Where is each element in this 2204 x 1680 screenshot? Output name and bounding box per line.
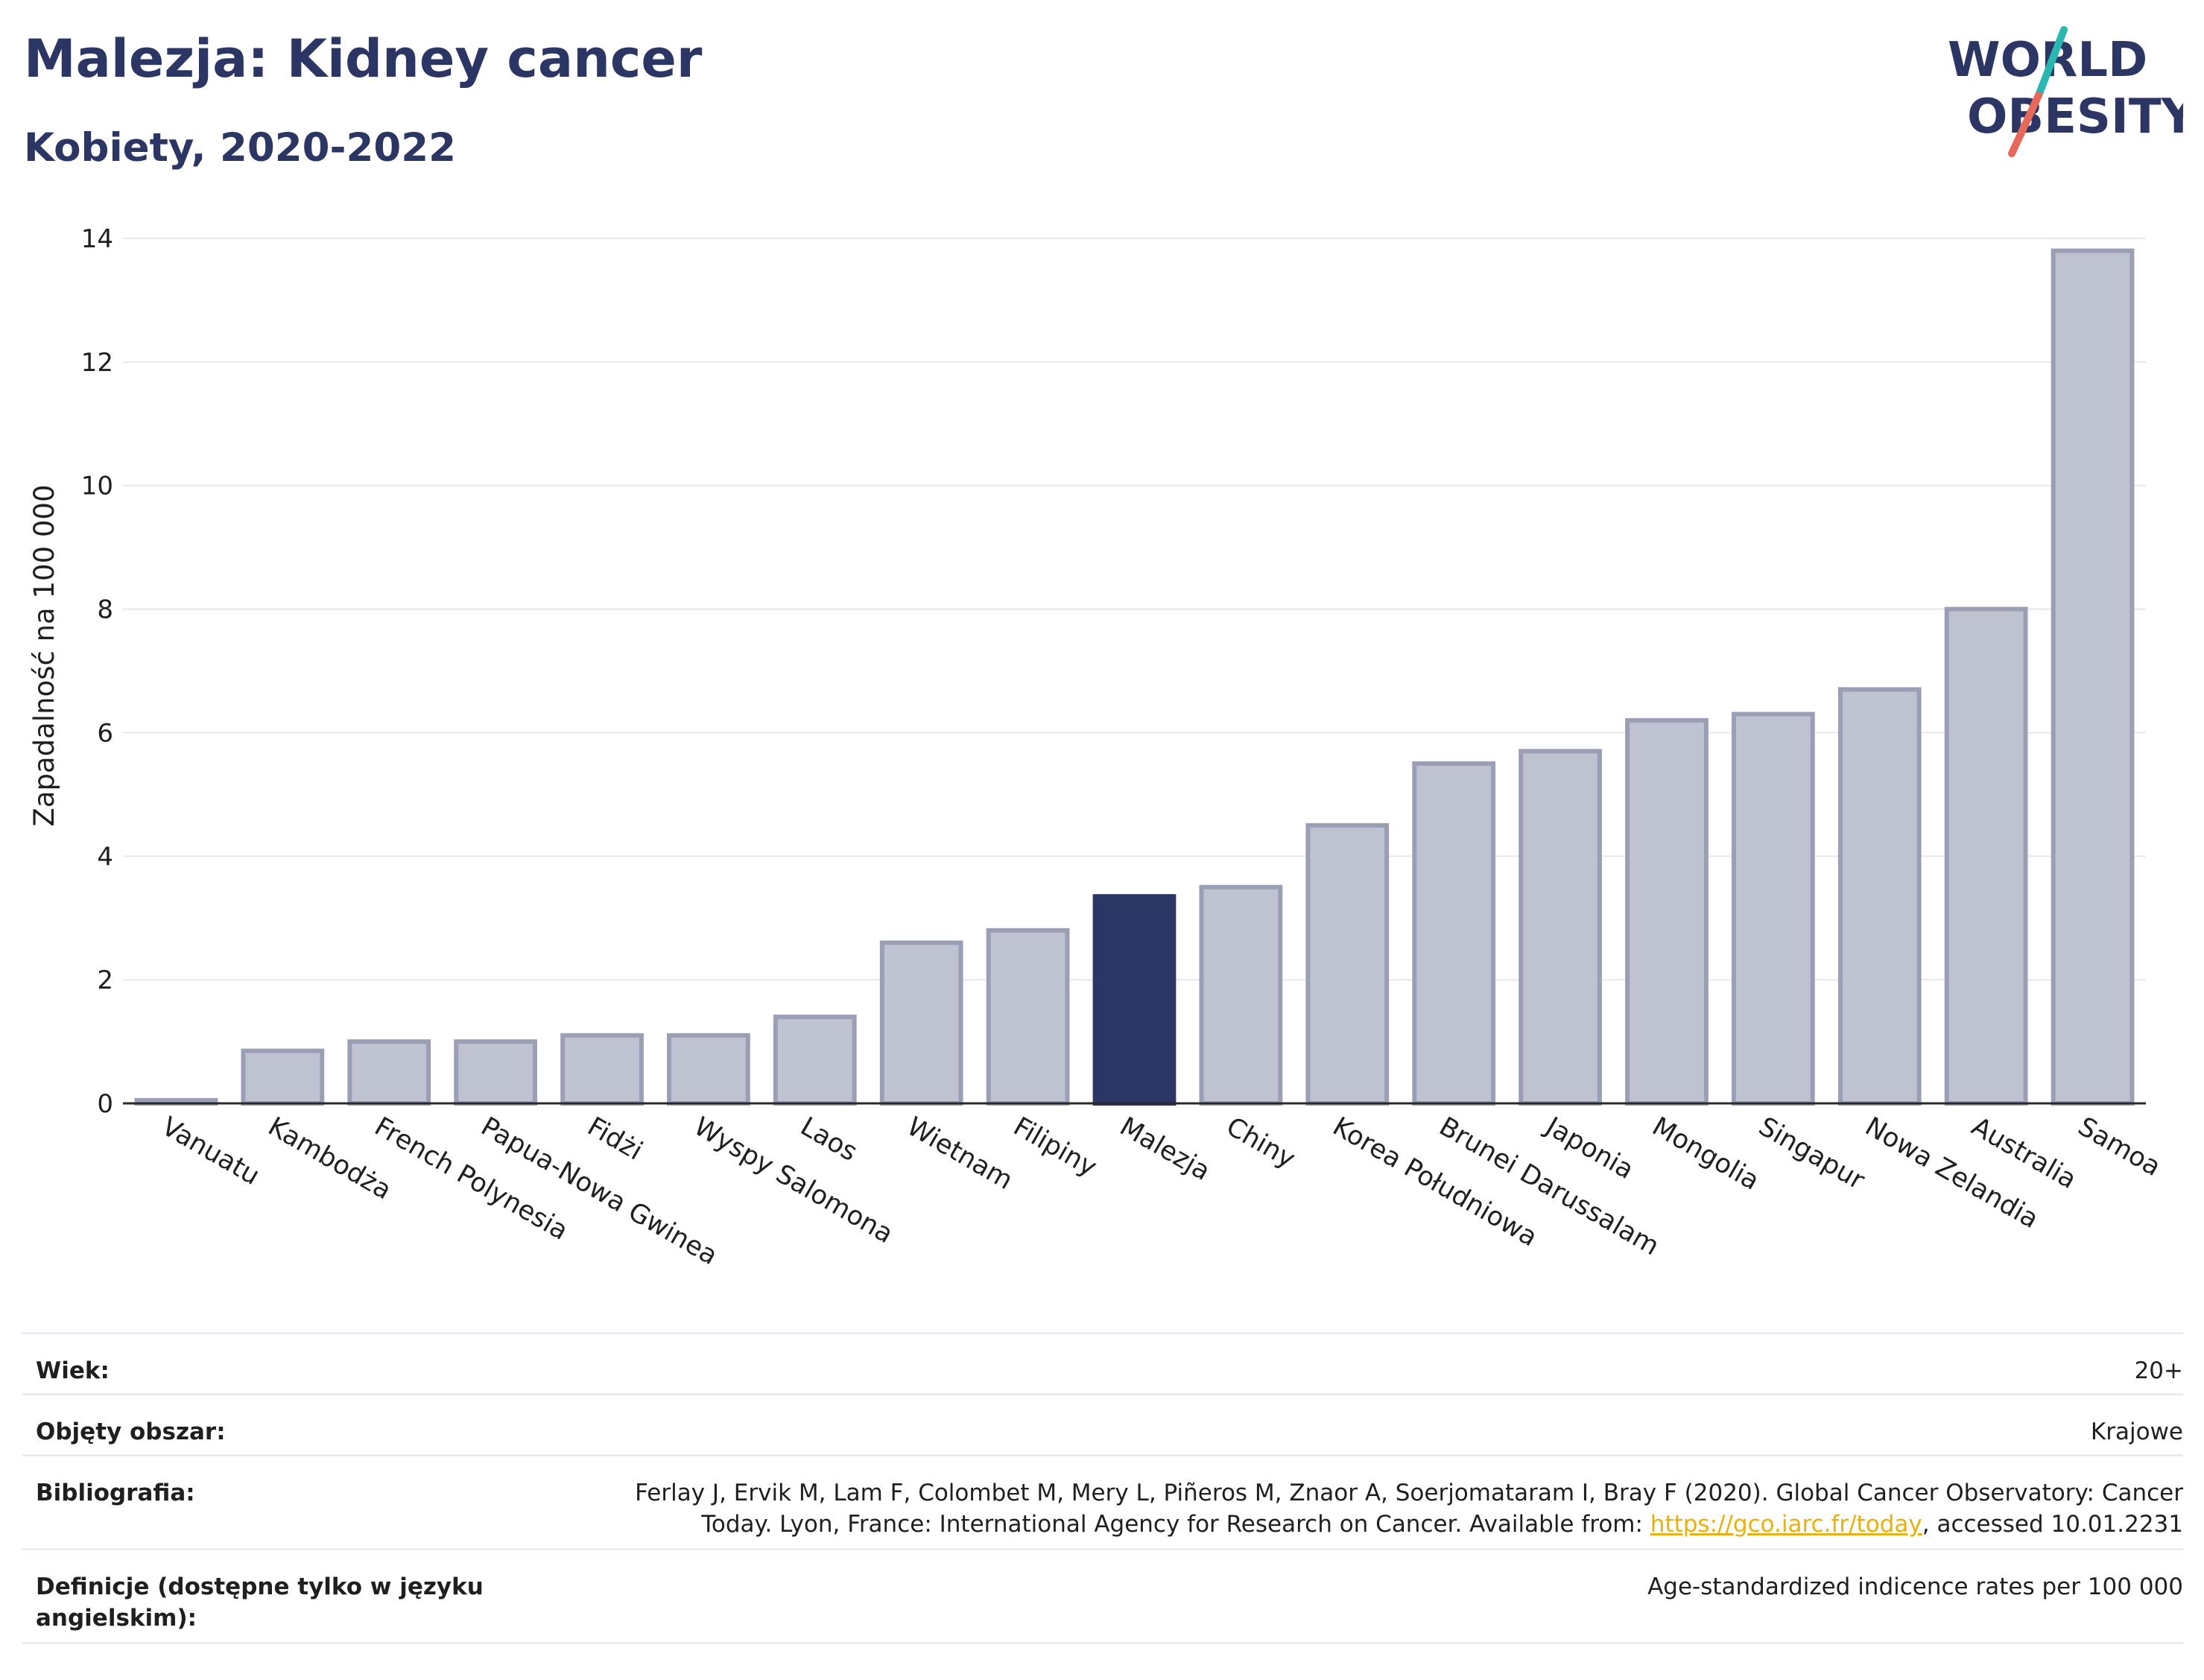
bar-papua-nowa-gwinea bbox=[454, 1039, 538, 1106]
logo-slash-top bbox=[2035, 26, 2068, 99]
info-row-bibliography: Bibliografia: Ferlay J, Ervik M, Lam F, … bbox=[22, 1454, 2183, 1550]
x-tick-label: Laos bbox=[795, 1112, 862, 1167]
x-tick-label: French Polynesia bbox=[370, 1112, 573, 1246]
bar-kambodża bbox=[241, 1048, 325, 1106]
bar-japonia bbox=[1519, 749, 1602, 1106]
x-tick-label: Chiny bbox=[1221, 1112, 1300, 1174]
y-axis-label: Zapadalność na 100 000 bbox=[28, 485, 60, 827]
world-obesity-logo: WORLD OBESITY bbox=[1948, 26, 2183, 157]
x-tick-label: Samoa bbox=[2073, 1112, 2165, 1182]
bibliography-link[interactable]: https://gco.iarc.fr/today bbox=[1650, 1511, 1922, 1538]
x-tick-label: Vanuatu bbox=[156, 1112, 265, 1191]
x-tick-label: Singapur bbox=[1753, 1112, 1869, 1196]
bar-singapur bbox=[1731, 711, 1815, 1106]
bar-samoa bbox=[2051, 248, 2135, 1106]
info-row-age: Wiek: 20+ bbox=[22, 1332, 2183, 1395]
page-subtitle: Kobiety, 2020-2022 bbox=[24, 125, 456, 171]
x-tick-label: Wietnam bbox=[902, 1112, 1018, 1196]
y-tick-label: 4 bbox=[97, 842, 113, 872]
bar-wyspy-salomona bbox=[667, 1033, 750, 1106]
definitions-label-line-1: Definicje (dostępne tylko w języku bbox=[36, 1573, 484, 1600]
bars bbox=[134, 248, 2135, 1106]
y-tick-label: 6 bbox=[97, 718, 113, 748]
bar-wietnam bbox=[879, 940, 963, 1106]
bar-korea-południowa bbox=[1305, 822, 1390, 1106]
y-tick-label: 12 bbox=[81, 348, 113, 378]
x-tick-label: Korea Południowa bbox=[1328, 1112, 1542, 1252]
bar-malezja bbox=[1092, 894, 1177, 1106]
page-title: Malezja: Kidney cancer bbox=[24, 28, 703, 89]
bar-mongolia bbox=[1625, 717, 1709, 1106]
bar-brunei-darussalam bbox=[1412, 761, 1496, 1106]
info-row-definitions: Definicje (dostępne tylko w języku angie… bbox=[22, 1548, 2183, 1644]
bar-laos bbox=[773, 1014, 857, 1106]
y-tick-label: 14 bbox=[81, 224, 113, 254]
y-tick-label: 0 bbox=[97, 1089, 113, 1119]
info-value-bibliography: Ferlay J, Ervik M, Lam F, Colombet M, Me… bbox=[635, 1477, 2183, 1540]
bibliography-accessed: , accessed 10.01.2231 bbox=[1922, 1511, 2183, 1538]
info-label-area: Objęty obszar: bbox=[36, 1419, 226, 1445]
bar-australia bbox=[1944, 606, 2028, 1106]
y-tick-label: 8 bbox=[97, 595, 113, 625]
info-label-age: Wiek: bbox=[36, 1357, 110, 1384]
x-tick-label: Malezja bbox=[1115, 1112, 1215, 1187]
bar-fidżi bbox=[560, 1033, 644, 1106]
bibliography-line-2-text: Today. Lyon, France: International Agenc… bbox=[701, 1511, 1650, 1538]
info-value-definitions: Age-standardized indicence rates per 100… bbox=[1647, 1573, 2183, 1600]
x-tick-label: Fidżi bbox=[583, 1112, 647, 1166]
y-tick-label: 10 bbox=[81, 472, 113, 501]
bibliography-line-1: Ferlay J, Ervik M, Lam F, Colombet M, Me… bbox=[635, 1480, 2183, 1506]
x-tick-label: Mongolia bbox=[1647, 1112, 1764, 1196]
x-tick-label: Nowa Zelandia bbox=[1860, 1112, 2043, 1234]
y-tick-labels: 0 2 4 6 8 10 12 14 bbox=[81, 224, 113, 1119]
x-tick-label: Filipiny bbox=[1008, 1112, 1101, 1182]
x-tick-label: Wyspy Salomona bbox=[688, 1112, 898, 1249]
bibliography-line-2: Today. Lyon, France: International Agenc… bbox=[635, 1509, 2183, 1540]
bar-french-polynesia bbox=[347, 1039, 431, 1106]
bar-filipiny bbox=[986, 928, 1070, 1106]
bar-nowa-zelandia bbox=[1837, 687, 1922, 1106]
y-tick-label: 2 bbox=[97, 966, 113, 995]
logo-text-obesity: OBESITY bbox=[1967, 89, 2183, 145]
info-bottom-border bbox=[22, 1642, 2183, 1644]
info-value-area: Krajowe bbox=[2090, 1419, 2183, 1445]
info-label-definitions: Definicje (dostępne tylko w języku angie… bbox=[36, 1571, 484, 1634]
info-label-bibliography: Bibliografia: bbox=[36, 1480, 195, 1506]
bar-chiny bbox=[1199, 884, 1283, 1106]
logo-slash-bottom bbox=[2008, 92, 2042, 157]
info-value-age: 20+ bbox=[2134, 1357, 2183, 1384]
definitions-label-line-2: angielskim): bbox=[36, 1605, 197, 1632]
info-row-area: Objęty obszar: Krajowe bbox=[22, 1393, 2183, 1456]
